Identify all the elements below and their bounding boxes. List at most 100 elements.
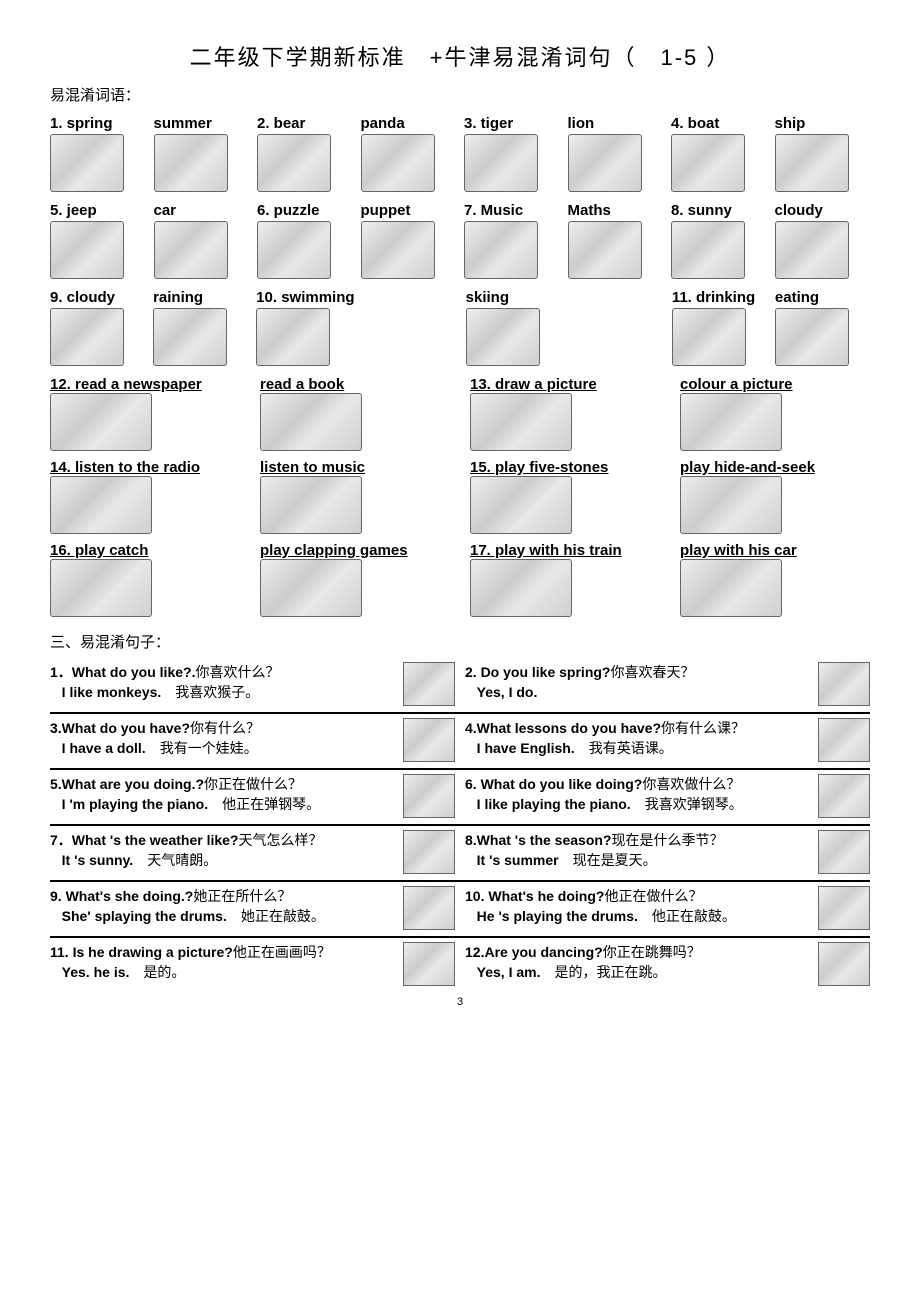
vocab-item: eating	[775, 289, 870, 366]
vocab-item: 6. puzzle	[257, 202, 353, 279]
qa-text: 1．What do you like?.你喜欢什么？ I like monkey…	[50, 662, 397, 702]
vocab-item: 3. tiger	[464, 115, 560, 192]
qa-pair: 5.What are you doing.?你正在做什么？ I 'm playi…	[50, 774, 455, 818]
qa-pair: 7．What 's the weather like?天气怎么样？ It 's …	[50, 830, 455, 874]
phrase-label: 15. play five-stones	[470, 459, 660, 476]
phrase-label: play with his car	[680, 542, 870, 559]
vocab-label: raining	[153, 289, 248, 306]
phrase-item: 13. draw a picture	[470, 376, 660, 451]
qa-text: 2. Do you like spring?你喜欢春天？ Yes, I do.	[465, 662, 812, 702]
phrase-image-placeholder	[50, 393, 152, 451]
qa-pair: 10. What's he doing?他正在做什么？ He 's playin…	[465, 886, 870, 930]
vocab-image-placeholder	[257, 134, 331, 192]
vocab-item: 9. cloudy	[50, 289, 145, 366]
vocab-item: Maths	[568, 202, 664, 279]
vocab-item: raining	[153, 289, 248, 366]
qa-image-placeholder	[403, 718, 455, 762]
vocab-label: 9. cloudy	[50, 289, 145, 306]
vocab-image-placeholder	[361, 134, 435, 192]
vocab-item: puppet	[361, 202, 457, 279]
vocab-label: 7. Music	[464, 202, 560, 219]
qa-block: 9. What's she doing.?她正在所什么？ She' splayi…	[50, 882, 870, 938]
phrase-image-placeholder	[260, 476, 362, 534]
vocab-item: skiing	[466, 289, 561, 366]
vocab-label: summer	[154, 115, 250, 132]
phrase-label: colour a picture	[680, 376, 870, 393]
vocab-image-placeholder	[154, 134, 228, 192]
vocab-image-placeholder	[256, 308, 330, 366]
phrase-label: play clapping games	[260, 542, 450, 559]
qa-block: 11. Is he drawing a picture?他正在画画吗？ Yes.…	[50, 938, 870, 992]
vocab-image-placeholder	[464, 221, 538, 279]
vocab-image-placeholder	[50, 308, 124, 366]
qa-text: 7．What 's the weather like?天气怎么样？ It 's …	[50, 830, 397, 870]
qa-image-placeholder	[403, 942, 455, 986]
phrase-image-placeholder	[50, 559, 152, 617]
vocab-image-placeholder	[775, 308, 849, 366]
qa-image-placeholder	[818, 886, 870, 930]
subtitle: 易混淆词语：	[50, 84, 870, 105]
qa-text: 10. What's he doing?他正在做什么？ He 's playin…	[465, 886, 812, 926]
qa-pair: 1．What do you like?.你喜欢什么？ I like monkey…	[50, 662, 455, 706]
phrase-item: 16. play catch	[50, 542, 240, 617]
qa-block: 5.What are you doing.?你正在做什么？ I 'm playi…	[50, 770, 870, 826]
vocab-item: 4. boat	[671, 115, 767, 192]
phrase-item: 12. read a newspaper	[50, 376, 240, 451]
qa-pair: 8.What 's the season?现在是什么季节？ It 's summ…	[465, 830, 870, 874]
phrase-item: play with his car	[680, 542, 870, 617]
qa-image-placeholder	[818, 718, 870, 762]
qa-text: 3.What do you have?你有什么？ I have a doll. …	[50, 718, 397, 758]
vocab-label: 3. tiger	[464, 115, 560, 132]
qa-pair: 12.Are you dancing?你正在跳舞吗？ Yes, I am. 是的…	[465, 942, 870, 986]
vocab-image-placeholder	[464, 134, 538, 192]
phrase-image-placeholder	[680, 559, 782, 617]
vocab-item: 1. spring	[50, 115, 146, 192]
vocab-label: panda	[361, 115, 457, 132]
qa-image-placeholder	[818, 942, 870, 986]
phrase-image-placeholder	[50, 476, 152, 534]
vocab-image-placeholder	[672, 308, 746, 366]
qa-image-placeholder	[403, 662, 455, 706]
qa-image-placeholder	[403, 886, 455, 930]
vocab-label: skiing	[466, 289, 561, 306]
qa-pair: 4.What lessons do you have?你有什么课？ I have…	[465, 718, 870, 762]
phrase-label: read a book	[260, 376, 450, 393]
qa-text: 8.What 's the season?现在是什么季节？ It 's summ…	[465, 830, 812, 870]
qa-pair: 6. What do you like doing?你喜欢做什么？ I like…	[465, 774, 870, 818]
vocab-image-placeholder	[154, 221, 228, 279]
vocab-label: eating	[775, 289, 870, 306]
phrase-item: listen to music	[260, 459, 450, 534]
vocab-image-placeholder	[775, 134, 849, 192]
vocab-item: cloudy	[775, 202, 871, 279]
qa-text: 6. What do you like doing?你喜欢做什么？ I like…	[465, 774, 812, 814]
qa-block: 7．What 's the weather like?天气怎么样？ It 's …	[50, 826, 870, 882]
vocab-label: lion	[568, 115, 664, 132]
phrase-image-placeholder	[260, 393, 362, 451]
vocab-image-placeholder	[153, 308, 227, 366]
phrase-item: play clapping games	[260, 542, 450, 617]
qa-text: 12.Are you dancing?你正在跳舞吗？ Yes, I am. 是的…	[465, 942, 812, 982]
vocab-image-placeholder	[568, 221, 642, 279]
phrase-image-placeholder	[680, 476, 782, 534]
phrase-item: colour a picture	[680, 376, 870, 451]
vocab-label: 5. jeep	[50, 202, 146, 219]
vocab-label: 11. drinking	[672, 289, 767, 306]
phrase-label: 16. play catch	[50, 542, 240, 559]
vocab-item: ship	[775, 115, 871, 192]
vocab-image-placeholder	[775, 221, 849, 279]
qa-image-placeholder	[818, 662, 870, 706]
vocab-item: car	[154, 202, 250, 279]
qa-text: 5.What are you doing.?你正在做什么？ I 'm playi…	[50, 774, 397, 814]
phrase-image-placeholder	[260, 559, 362, 617]
qa-pair: 3.What do you have?你有什么？ I have a doll. …	[50, 718, 455, 762]
vocab-item: 2. bear	[257, 115, 353, 192]
phrase-item: 17. play with his train	[470, 542, 660, 617]
vocab-image-placeholder	[361, 221, 435, 279]
qa-pair: 2. Do you like spring?你喜欢春天？ Yes, I do.	[465, 662, 870, 706]
vocab-label: 6. puzzle	[257, 202, 353, 219]
vocab-item	[363, 289, 458, 366]
qa-block: 1．What do you like?.你喜欢什么？ I like monkey…	[50, 658, 870, 714]
phrase-image-placeholder	[470, 559, 572, 617]
vocab-label: car	[154, 202, 250, 219]
vocab-label: Maths	[568, 202, 664, 219]
